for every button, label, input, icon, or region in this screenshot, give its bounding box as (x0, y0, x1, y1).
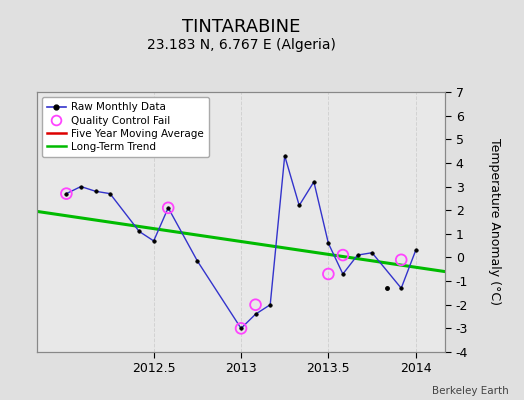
Point (339, 252, 347, 258)
Y-axis label: Temperature Anomaly (°C): Temperature Anomaly (°C) (488, 138, 500, 306)
Point (252, 302, 260, 308)
Legend: Raw Monthly Data, Quality Control Fail, Five Year Moving Average, Long-Term Tren: Raw Monthly Data, Quality Control Fail, … (42, 97, 209, 157)
Point (237, 325, 245, 332)
Point (164, 205, 172, 211)
Text: 23.183 N, 6.767 E (Algeria): 23.183 N, 6.767 E (Algeria) (147, 38, 335, 52)
Point (397, 257, 406, 263)
Point (324, 271, 333, 277)
Text: TINTARABINE: TINTARABINE (182, 18, 300, 36)
Point (62, 190, 71, 197)
Text: Berkeley Earth: Berkeley Earth (432, 386, 508, 396)
